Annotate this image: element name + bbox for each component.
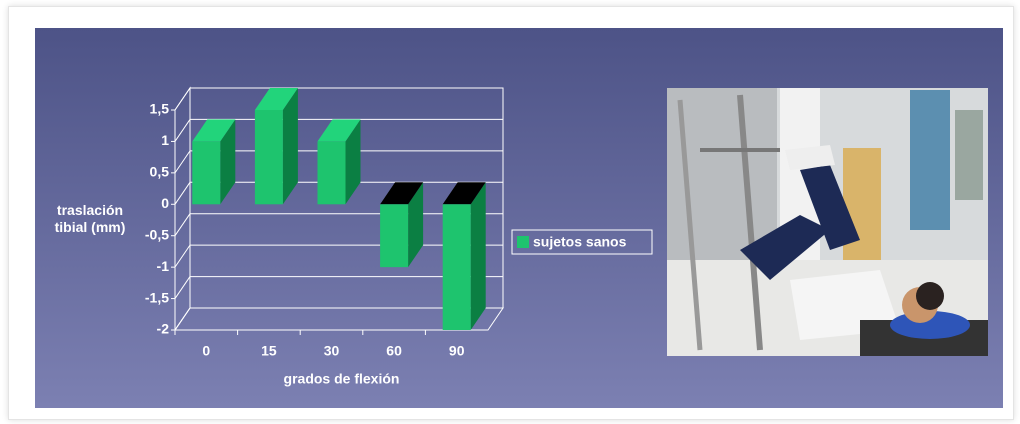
- bar-top: [254, 88, 298, 110]
- legend-label: sujetos sanos: [533, 234, 627, 250]
- bar-top: [380, 182, 424, 205]
- x-tick-label: 15: [261, 343, 277, 359]
- grid-line: [174, 244, 191, 268]
- x-tick-label: 90: [449, 343, 465, 359]
- y-tick-label: -1: [157, 258, 170, 274]
- bar: [380, 204, 409, 268]
- y-tick-label: 0: [161, 195, 169, 211]
- grid-line: [174, 119, 191, 142]
- grid-line: [174, 182, 191, 205]
- y-tick-label: 1,5: [150, 101, 170, 117]
- bar: [192, 141, 221, 205]
- grid-line: [174, 276, 191, 299]
- bar-side: [220, 119, 236, 205]
- bar-top: [442, 182, 486, 205]
- y-tick-label: -2: [157, 321, 170, 337]
- legend-box: [511, 229, 653, 255]
- grid-line: [174, 307, 191, 331]
- bar: [254, 110, 283, 205]
- bar: [442, 204, 471, 330]
- bar-side: [470, 182, 486, 330]
- x-tick-label: 0: [202, 343, 210, 359]
- bar-top: [192, 119, 236, 142]
- y-tick-label: 0,5: [150, 164, 170, 180]
- bar: [317, 141, 346, 205]
- y-tick-label: 1: [161, 132, 169, 148]
- photo: [667, 88, 988, 356]
- bar-side: [282, 88, 298, 205]
- side-wall: [174, 86, 191, 332]
- bar-side: [345, 119, 361, 205]
- grid-line: [174, 213, 191, 236]
- x-axis-label: grados de flexión: [284, 371, 400, 387]
- y-axis-label: traslación tibial (mm): [54, 202, 126, 235]
- grid-line: [174, 150, 191, 174]
- y-tick-label: -0,5: [145, 226, 169, 242]
- legend-swatch: [517, 236, 529, 248]
- y-tick-label: -1,5: [145, 289, 169, 305]
- grid-line: [174, 87, 191, 111]
- x-tick-label: 60: [386, 343, 402, 359]
- bar-side: [408, 182, 424, 268]
- x-tick-label: 30: [324, 343, 340, 359]
- bar-top: [317, 119, 361, 142]
